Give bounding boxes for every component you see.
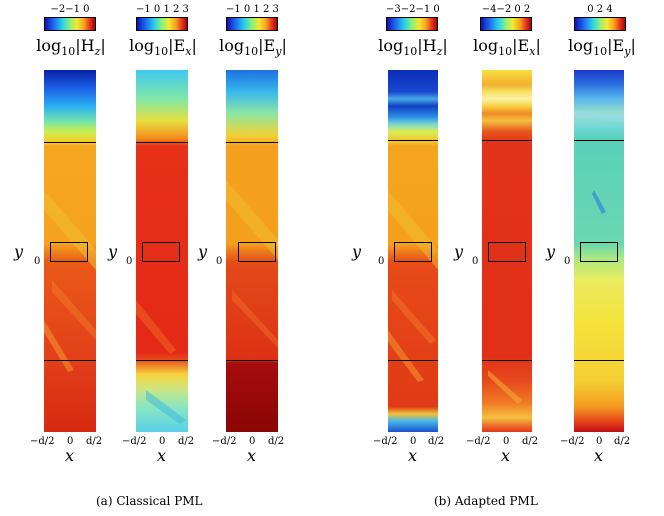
field-plot-ey-b xyxy=(574,70,624,432)
y-zero-tick: 0 xyxy=(216,256,223,267)
pml-boundary-top xyxy=(226,142,278,144)
colorbar-ticks-ex-b: −4−2 0 2 xyxy=(481,4,531,15)
field-plot-ex-b xyxy=(482,70,532,432)
pml-boundary-bottom xyxy=(482,360,532,362)
x-tick-mid: 0 xyxy=(503,436,510,447)
x-tick-right: d/2 xyxy=(86,436,103,447)
colorbar-ticks-hz-a: −2−1 0 xyxy=(50,4,90,15)
y-zero-tick: 0 xyxy=(472,256,479,267)
pml-boundary-bottom xyxy=(388,360,438,362)
field-pattern xyxy=(574,110,624,214)
colorbar-ticks-ex-a: −1 0 1 2 3 xyxy=(136,4,189,15)
y-zero-tick: 0 xyxy=(126,256,133,267)
x-axis-label: x xyxy=(247,446,257,465)
colorbar-ey-a xyxy=(226,17,278,31)
field-label-hz-b: log10|Hz| xyxy=(378,36,448,58)
x-tick-right: d/2 xyxy=(178,436,195,447)
pml-boundary-bottom xyxy=(574,360,624,362)
scatterer-box xyxy=(238,242,276,262)
pml-boundary-bottom xyxy=(226,360,278,362)
x-tick-left: −d/2 xyxy=(466,436,491,447)
caption-classical-pml: (a) Classical PML xyxy=(96,494,203,508)
y-axis-label: y xyxy=(352,242,362,261)
x-tick-right: d/2 xyxy=(428,436,445,447)
field-pattern xyxy=(136,300,186,424)
scatterer-box xyxy=(580,242,618,262)
x-tick-left: −d/2 xyxy=(30,436,55,447)
caption-adapted-pml: (b) Adapted PML xyxy=(434,494,538,508)
x-axis-label: x xyxy=(501,446,511,465)
y-axis-label: y xyxy=(454,242,464,261)
x-tick-mid: 0 xyxy=(249,436,256,447)
x-axis-label: x xyxy=(408,446,418,465)
field-pattern xyxy=(388,190,438,382)
field-plot-ey-a xyxy=(226,70,278,432)
field-label-hz-a: log10|Hz| xyxy=(36,36,106,58)
y-axis-label: y xyxy=(546,242,556,261)
y-axis-label: y xyxy=(14,242,24,261)
scatterer-box xyxy=(142,242,180,262)
colorbar-ex-b xyxy=(480,17,532,31)
pml-boundary-top xyxy=(388,140,438,142)
pml-boundary-top xyxy=(136,142,188,144)
field-plot-hz-a xyxy=(44,70,96,432)
field-pattern xyxy=(226,180,278,348)
field-label-ex-b: log10|Ex| xyxy=(473,36,541,58)
x-tick-left: −d/2 xyxy=(373,436,398,447)
x-tick-mid: 0 xyxy=(596,436,603,447)
x-tick-left: −d/2 xyxy=(212,436,237,447)
field-pattern xyxy=(44,190,96,372)
y-axis-label: y xyxy=(108,242,118,261)
x-tick-right: d/2 xyxy=(268,436,285,447)
x-tick-mid: 0 xyxy=(159,436,166,447)
colorbar-ey-b xyxy=(574,17,626,31)
x-tick-right: d/2 xyxy=(614,436,631,447)
pml-boundary-bottom xyxy=(136,360,188,362)
scatterer-box xyxy=(394,242,432,262)
x-axis-label: x xyxy=(65,446,75,465)
y-zero-tick: 0 xyxy=(564,256,571,267)
pml-boundary-bottom xyxy=(44,360,96,362)
field-plot-hz-b xyxy=(388,70,438,432)
pml-boundary-top xyxy=(482,140,532,142)
pml-boundary-top xyxy=(574,140,624,142)
field-label-ey-b: log10|Ey| xyxy=(568,36,636,58)
scatterer-box xyxy=(50,242,88,262)
field-plot-ex-a xyxy=(136,70,188,432)
colorbar-ex-a xyxy=(136,17,188,31)
colorbar-hz-b xyxy=(386,17,438,31)
x-tick-right: d/2 xyxy=(522,436,539,447)
x-tick-left: −d/2 xyxy=(122,436,147,447)
scatterer-box xyxy=(488,242,526,262)
x-tick-mid: 0 xyxy=(410,436,417,447)
field-label-ex-a: log10|Ex| xyxy=(129,36,197,58)
x-tick-mid: 0 xyxy=(67,436,74,447)
x-axis-label: x xyxy=(157,446,167,465)
x-tick-left: −d/2 xyxy=(560,436,585,447)
colorbar-ticks-ey-a: −1 0 1 2 3 xyxy=(226,4,279,15)
colorbar-ticks-ey-b: 0 2 4 xyxy=(587,4,613,15)
pml-boundary-top xyxy=(44,142,96,144)
colorbar-hz-a xyxy=(44,17,96,31)
field-pattern xyxy=(488,370,522,404)
y-zero-tick: 0 xyxy=(34,256,41,267)
y-axis-label: y xyxy=(198,242,208,261)
x-axis-label: x xyxy=(594,446,604,465)
y-zero-tick: 0 xyxy=(378,256,385,267)
colorbar-ticks-hz-b: −3−2−1 0 xyxy=(386,4,440,15)
field-label-ey-a: log10|Ey| xyxy=(219,36,287,58)
